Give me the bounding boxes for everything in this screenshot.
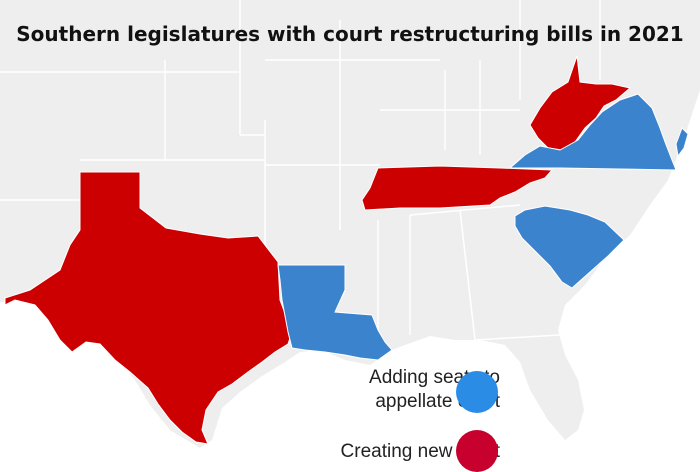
state-virginia <box>508 93 677 171</box>
state-louisiana <box>277 264 393 361</box>
state-south-carolina <box>514 205 625 289</box>
state-tennessee <box>361 165 554 211</box>
state-texas <box>4 171 293 445</box>
state-borders <box>0 0 600 340</box>
map-title: Southern legislatures with court restruc… <box>16 22 684 46</box>
legend-swatch-new-court <box>456 430 498 472</box>
state-west-virginia <box>529 55 632 151</box>
state-delmarva <box>675 127 689 158</box>
legend-swatch-adding-seats <box>456 371 498 413</box>
